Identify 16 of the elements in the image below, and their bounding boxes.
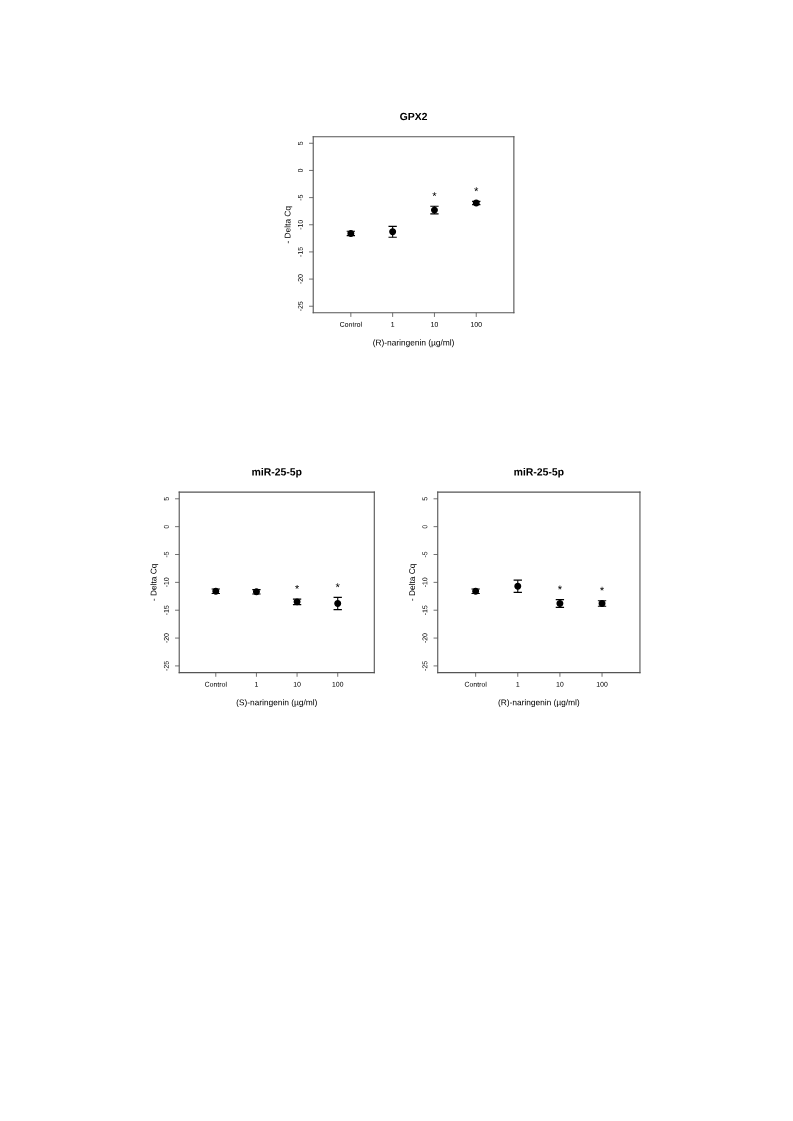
chart-title: miR-25-5p (252, 467, 302, 478)
chart-title: GPX2 (400, 112, 428, 121)
x-axis-title: (R)-naringenin (µg/ml) (498, 699, 580, 707)
point (334, 600, 342, 607)
annotation: * (432, 192, 437, 197)
annotation: * (557, 585, 562, 590)
chart-title: miR-25-5p (514, 467, 564, 478)
annotation: * (335, 583, 340, 588)
y-axis-title: - Delta Cq (408, 564, 417, 601)
y-axis-title: - Delta Cq (150, 564, 159, 601)
x-axis-title: (S)-naringenin (µg/ml) (236, 699, 317, 707)
x-axis-title: (R)-naringenin (µg/ml) (373, 339, 454, 348)
annotation: * (600, 586, 605, 591)
y-axis-title: - Delta Cq (284, 206, 293, 244)
annotation: * (295, 584, 300, 589)
annotation: * (474, 187, 479, 192)
